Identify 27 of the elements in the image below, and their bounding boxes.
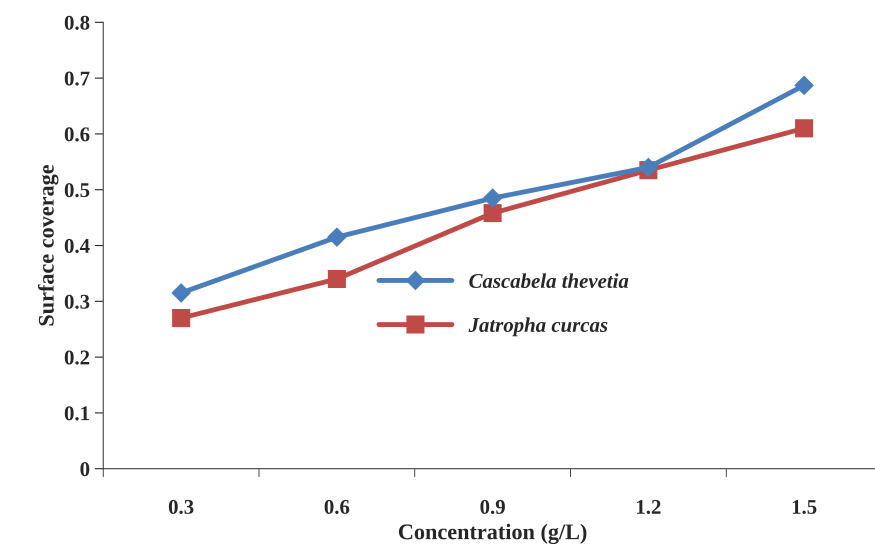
legend-label: Cascabela thevetia	[469, 273, 628, 288]
legend-label: Jatropha curcas	[468, 317, 608, 336]
x-tick-label: 0.6	[324, 500, 350, 514]
y-tick-label: 0.2	[64, 350, 90, 365]
y-tick-label: 0.4	[64, 238, 90, 254]
y-tick-label: 0.7	[64, 71, 90, 86]
y-tick-label: 0.5	[64, 183, 90, 198]
point	[172, 309, 190, 328]
x-tick-label: 0.9	[480, 500, 505, 514]
y-tick-label: 0.3	[64, 294, 90, 309]
point	[795, 119, 814, 138]
x-tick-label: 1.5	[792, 500, 816, 514]
point	[171, 283, 191, 303]
y-tick-label: 0.1	[64, 406, 89, 420]
x-tick-label: 0.3	[168, 500, 194, 514]
y-tick-label: 0.8	[64, 16, 90, 30]
point	[327, 227, 347, 247]
point	[638, 158, 658, 178]
x-axis-title: Concentration (g/L)	[398, 524, 586, 544]
y-tick-label: 0	[80, 462, 90, 476]
point	[484, 204, 502, 222]
point	[482, 188, 502, 208]
y-axis-title: Surface coverage	[38, 164, 58, 326]
point	[794, 76, 814, 96]
point	[328, 270, 346, 288]
y-tick-label: 0.6	[64, 127, 90, 142]
x-tick-label: 1.2	[637, 500, 660, 514]
